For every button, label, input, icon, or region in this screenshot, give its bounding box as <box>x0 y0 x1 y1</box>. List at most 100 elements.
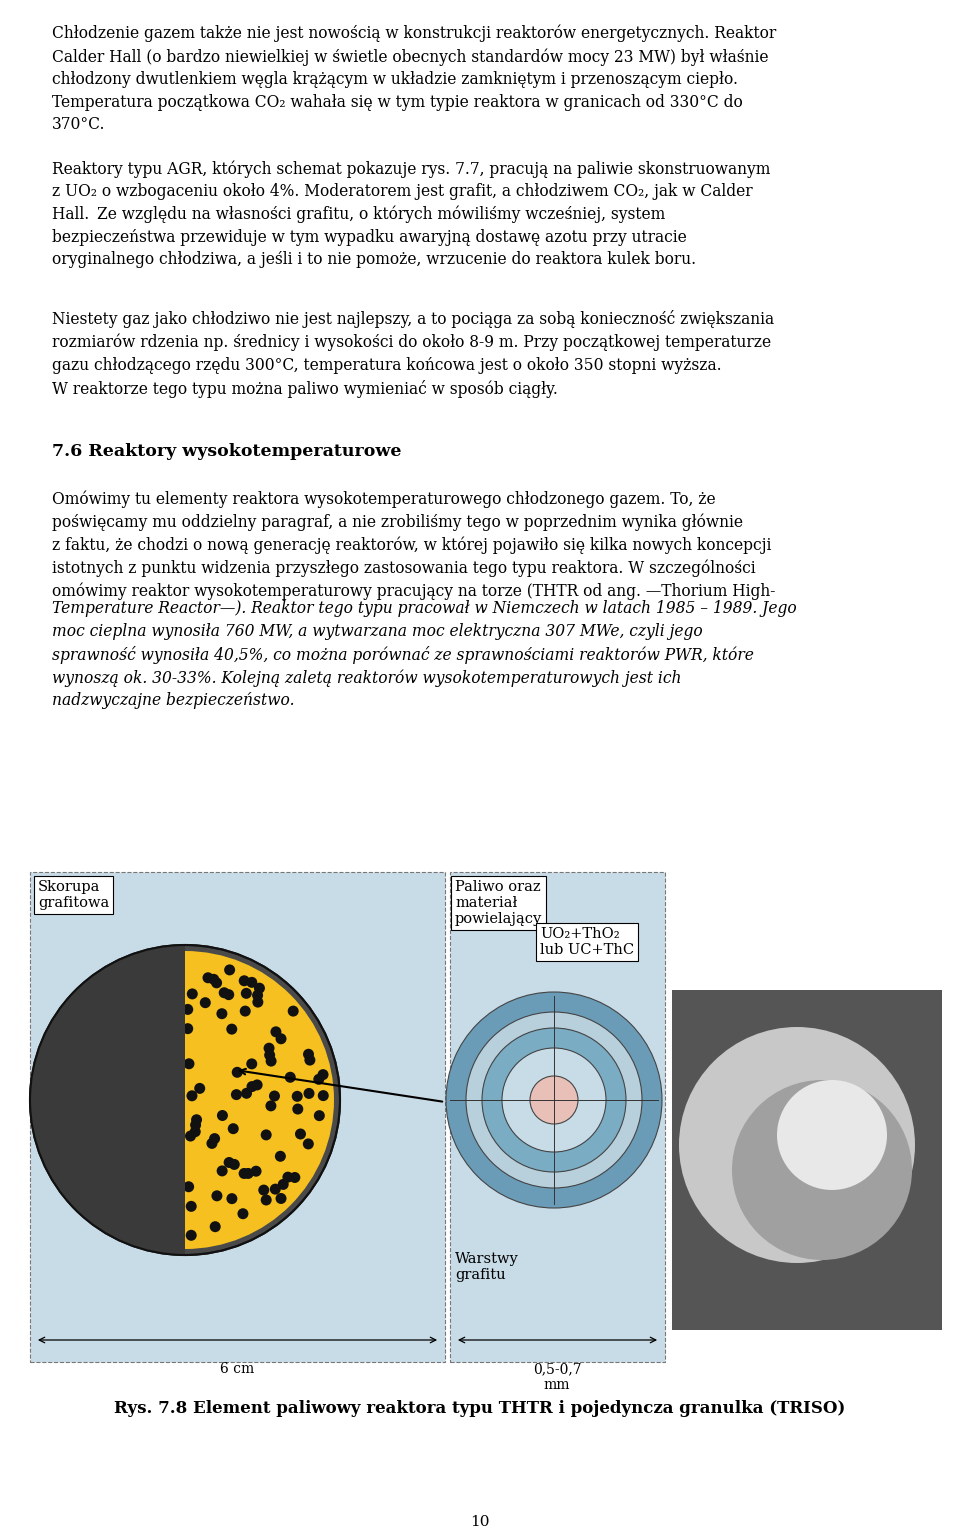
Circle shape <box>224 990 234 1001</box>
Circle shape <box>247 1059 257 1070</box>
Circle shape <box>777 1081 887 1190</box>
Circle shape <box>240 1005 251 1016</box>
Circle shape <box>237 1208 249 1219</box>
Circle shape <box>252 996 263 1008</box>
Circle shape <box>303 1088 315 1099</box>
Circle shape <box>228 1124 239 1134</box>
Circle shape <box>227 1024 237 1034</box>
Text: Omówimy tu elementy reaktora wysokotemperaturowego chłodzonego gazem. To, że
poś: Omówimy tu elementy reaktora wysokotempe… <box>52 490 776 599</box>
Circle shape <box>247 978 257 988</box>
Circle shape <box>679 1027 915 1263</box>
Circle shape <box>200 998 211 1008</box>
Circle shape <box>271 1027 281 1037</box>
Circle shape <box>275 1151 286 1162</box>
Circle shape <box>302 1139 314 1150</box>
Circle shape <box>194 1084 205 1094</box>
Bar <box>30 871 445 1362</box>
Circle shape <box>264 1042 275 1054</box>
Circle shape <box>187 988 198 999</box>
Text: 0,5-0,7
mm: 0,5-0,7 mm <box>533 1362 582 1393</box>
Circle shape <box>228 1159 240 1170</box>
Circle shape <box>285 1071 296 1082</box>
Text: Rys. 7.8 Element paliwowy reaktora typu THTR i pojedyncza granulka (TRISO): Rys. 7.8 Element paliwowy reaktora typu … <box>114 1400 846 1417</box>
Circle shape <box>252 990 263 1001</box>
Circle shape <box>482 1028 626 1173</box>
Circle shape <box>182 1004 193 1014</box>
Circle shape <box>258 1185 269 1196</box>
Circle shape <box>211 1190 223 1202</box>
Circle shape <box>502 1048 606 1153</box>
Circle shape <box>264 1050 276 1061</box>
Circle shape <box>282 1171 294 1182</box>
Circle shape <box>224 964 235 976</box>
Circle shape <box>466 1011 642 1188</box>
Text: 10: 10 <box>470 1515 490 1529</box>
Circle shape <box>209 1133 220 1144</box>
Text: Reaktory typu AGR, których schemat pokazuje rys. 7.7, pracują na paliwie skonstr: Reaktory typu AGR, których schemat pokaz… <box>52 160 770 267</box>
Circle shape <box>217 1110 228 1120</box>
Circle shape <box>241 988 252 999</box>
Circle shape <box>185 1200 197 1211</box>
Circle shape <box>219 987 229 998</box>
Circle shape <box>292 1104 303 1114</box>
Bar <box>672 990 942 1330</box>
Circle shape <box>231 1090 242 1100</box>
Circle shape <box>295 1128 306 1139</box>
Text: UO₂+ThO₂
lub UC+ThC: UO₂+ThO₂ lub UC+ThC <box>540 927 635 958</box>
Circle shape <box>276 1193 286 1203</box>
Circle shape <box>183 1059 195 1070</box>
Circle shape <box>186 1090 198 1102</box>
Wedge shape <box>30 945 185 1256</box>
Circle shape <box>252 1079 263 1090</box>
Circle shape <box>247 1081 257 1093</box>
Wedge shape <box>185 951 334 1250</box>
Circle shape <box>269 1091 280 1102</box>
Text: 7.6 Reaktory wysokotemperaturowe: 7.6 Reaktory wysokotemperaturowe <box>52 443 401 460</box>
Circle shape <box>203 973 213 984</box>
Circle shape <box>314 1110 324 1120</box>
Circle shape <box>265 1100 276 1111</box>
Circle shape <box>446 991 662 1208</box>
Text: 6 cm: 6 cm <box>220 1362 254 1376</box>
Text: Skorupa
grafitowa: Skorupa grafitowa <box>38 881 109 910</box>
Circle shape <box>313 1074 324 1085</box>
Circle shape <box>183 1182 194 1193</box>
Circle shape <box>270 1183 280 1194</box>
Circle shape <box>30 945 340 1256</box>
Circle shape <box>254 982 265 994</box>
Circle shape <box>190 1127 201 1137</box>
Circle shape <box>239 1168 250 1179</box>
Circle shape <box>261 1130 272 1140</box>
Circle shape <box>227 1193 237 1203</box>
Circle shape <box>190 1119 201 1130</box>
Circle shape <box>191 1114 202 1125</box>
Circle shape <box>182 1024 193 1034</box>
Circle shape <box>185 1230 197 1240</box>
Circle shape <box>277 1179 289 1190</box>
Circle shape <box>216 1008 228 1019</box>
Circle shape <box>530 1076 578 1124</box>
Circle shape <box>211 978 222 988</box>
Circle shape <box>732 1081 912 1260</box>
Bar <box>450 871 665 1362</box>
Circle shape <box>231 1067 243 1077</box>
Text: Paliwo oraz
materiał
powielający: Paliwo oraz materiał powielający <box>455 881 542 927</box>
Text: Chłodzenie gazem także nie jest nowością w konstrukcji reaktorów energetycznych.: Chłodzenie gazem także nie jest nowością… <box>52 25 777 134</box>
Circle shape <box>209 1222 221 1233</box>
Circle shape <box>208 974 219 985</box>
Circle shape <box>239 976 250 987</box>
Circle shape <box>276 1033 286 1044</box>
Circle shape <box>261 1194 272 1205</box>
Circle shape <box>289 1173 300 1183</box>
Circle shape <box>303 1048 314 1059</box>
Circle shape <box>318 1070 328 1081</box>
Circle shape <box>217 1165 228 1176</box>
Text: Temperature Reactor—). Reaktor tego typu pracował w Niemczech w latach 1985 – 19: Temperature Reactor—). Reaktor tego typu… <box>52 601 797 710</box>
Circle shape <box>292 1091 302 1102</box>
Text: Niestety gaz jako chłodziwo nie jest najlepszy, a to pociąga za sobą konieczność: Niestety gaz jako chłodziwo nie jest naj… <box>52 310 774 398</box>
Text: Warstwy
grafitu: Warstwy grafitu <box>455 1253 518 1282</box>
Circle shape <box>206 1137 217 1150</box>
Circle shape <box>266 1056 276 1067</box>
Circle shape <box>185 1131 196 1142</box>
Circle shape <box>224 1157 234 1168</box>
